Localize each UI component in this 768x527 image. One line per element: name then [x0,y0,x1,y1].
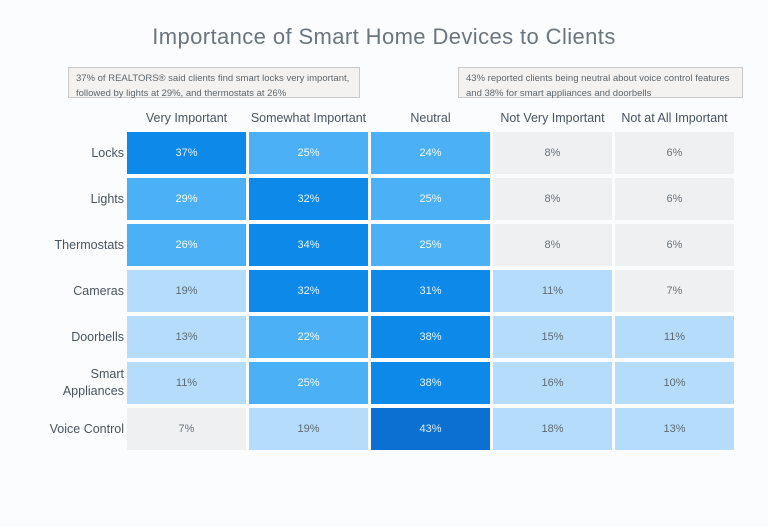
chart-title: Importance of Smart Home Devices to Clie… [152,24,616,49]
heatmap-cell: 16% [493,362,612,404]
column-header: Neutral [410,111,451,125]
column-header: Not Very Important [500,111,605,125]
row-label: Lights [90,191,124,206]
heatmap-cell: 26% [127,224,246,266]
heatmap-cell: 38% [371,362,490,404]
annotation-locks: 37% of REALTORS® said clients find smart… [68,67,360,99]
heatmap-cell: 43% [371,408,490,450]
heatmap-cell: 8% [493,178,612,220]
annotation-voice-control: 43% reported clients being neutral about… [458,67,743,99]
heatmap-cell: 24% [371,132,490,174]
column-header: Somewhat Important [250,111,367,125]
heatmap-cell: 13% [127,316,246,358]
row-label: Locks [91,145,124,160]
row-label: Voice Control [49,421,124,436]
heatmap-cell: 31% [371,270,490,312]
row-label: Smart Appliances [62,367,124,398]
heatmap-cell: 6% [615,224,734,266]
heatmap-cell: 11% [615,316,734,358]
heatmap-cell: 6% [615,132,734,174]
heatmap-cell: 19% [249,408,368,450]
heatmap-cell: 8% [493,224,612,266]
heatmap-cell: 32% [249,270,368,312]
heatmap-cell: 25% [249,362,368,404]
row-label: Cameras [73,283,124,298]
heatmap-cell: 32% [249,178,368,220]
grid-corner-spacer [40,108,124,128]
heatmap-cell: 7% [127,408,246,450]
row-label: Thermostats [54,237,124,252]
heatmap-cell: 18% [493,408,612,450]
heatmap-cell: 10% [615,362,734,404]
heatmap-cell: 13% [615,408,734,450]
heatmap-cell: 25% [371,178,490,220]
column-header: Very Important [145,111,228,125]
heatmap-cell: 25% [249,132,368,174]
heatmap-cell: 11% [127,362,246,404]
heatmap-cell: 38% [371,316,490,358]
heatmap-cell: 34% [249,224,368,266]
heatmap-cell: 7% [615,270,734,312]
heatmap-cell: 29% [127,178,246,220]
heatmap-cell: 25% [371,224,490,266]
heatmap-cell: 8% [493,132,612,174]
heatmap-cell: 19% [127,270,246,312]
heatmap-cell: 37% [127,132,246,174]
heatmap-cell: 11% [493,270,612,312]
heatmap-cell: 15% [493,316,612,358]
heatmap-cell: 6% [615,178,734,220]
heatmap-grid: Very Important Somewhat Important Neutral N… [40,108,734,450]
heatmap-cell: 22% [249,316,368,358]
row-label: Doorbells [71,329,124,344]
column-header: Not at All Important [621,111,728,125]
